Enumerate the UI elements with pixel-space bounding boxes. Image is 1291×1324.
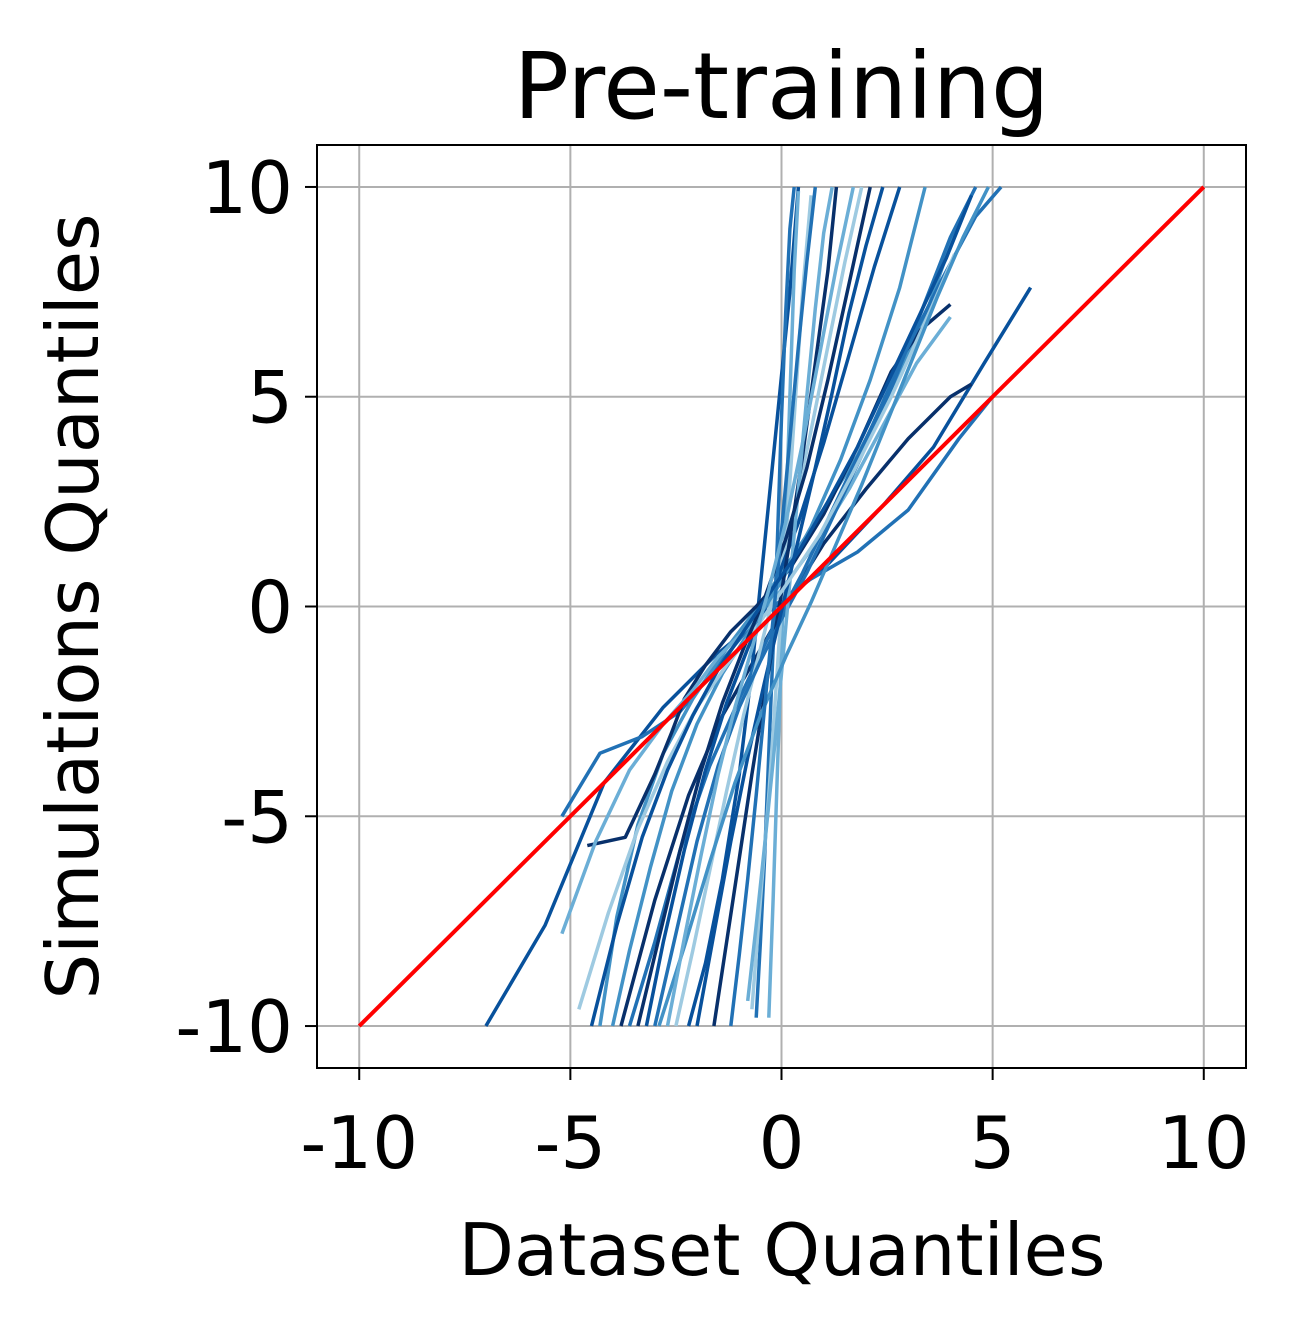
y-tick-label: -10 bbox=[175, 985, 293, 1069]
y-tick-label: 10 bbox=[201, 146, 293, 230]
series-line bbox=[636, 186, 872, 1027]
reference-line bbox=[357, 185, 1206, 1028]
y-tick-label: -5 bbox=[221, 775, 293, 859]
y-axis-label: Simulations Quantiles bbox=[31, 213, 115, 999]
x-tick-label: -10 bbox=[300, 1101, 418, 1185]
series-line bbox=[657, 186, 990, 1027]
series-line bbox=[674, 186, 864, 1027]
x-axis-ticks: -10 -5 0 5 10 bbox=[300, 1068, 1250, 1185]
series-line bbox=[729, 186, 818, 1027]
x-tick-label: 0 bbox=[759, 1101, 805, 1185]
y-axis-ticks: -10 -5 0 5 10 bbox=[175, 146, 317, 1069]
chart-title: Pre-training bbox=[514, 33, 1050, 140]
x-tick-label: 10 bbox=[1158, 1101, 1250, 1185]
y-tick-label: 0 bbox=[247, 566, 293, 650]
x-axis-label: Dataset Quantiles bbox=[459, 1208, 1106, 1292]
y-tick-label: 5 bbox=[247, 356, 293, 440]
x-tick-label: -5 bbox=[534, 1101, 606, 1185]
series-line bbox=[712, 186, 839, 1027]
x-tick-label: 5 bbox=[970, 1101, 1016, 1185]
series-line bbox=[695, 186, 885, 1027]
series-line bbox=[665, 186, 856, 1027]
